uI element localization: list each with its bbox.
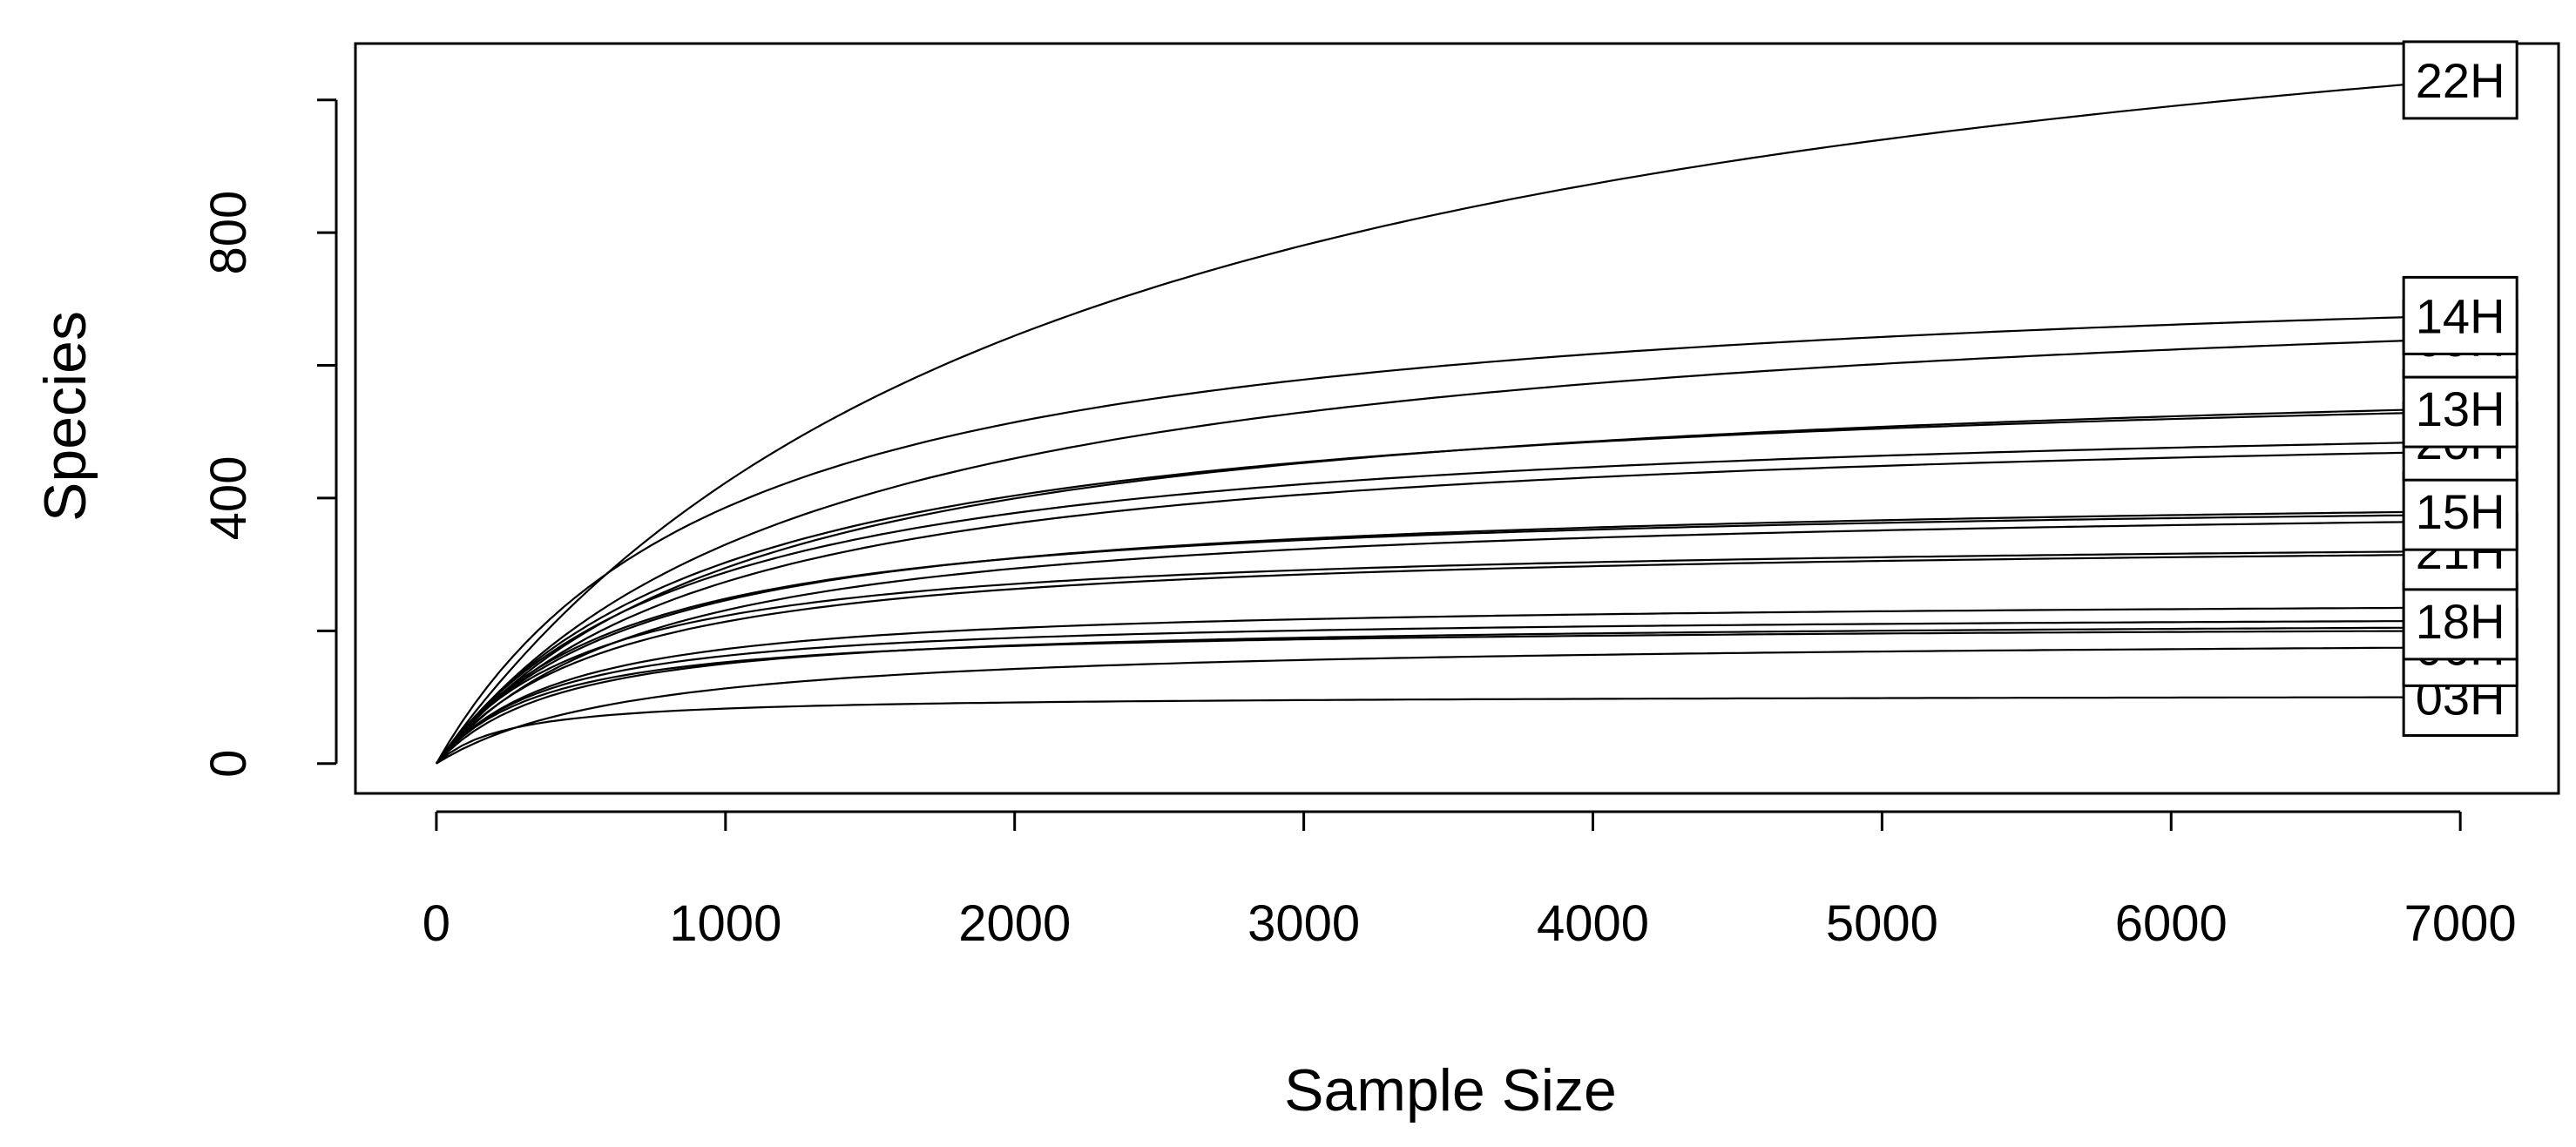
x-tick-label: 7000 <box>2404 895 2517 952</box>
curve-unlabeled <box>436 520 2461 765</box>
curves-layer <box>435 78 2461 765</box>
curve-21h <box>436 550 2461 765</box>
curve-label-13h: 13H <box>2402 368 2519 449</box>
curve-14h <box>435 314 2461 765</box>
x-tick-label: 2000 <box>958 895 1071 952</box>
curve-unlabeled <box>436 513 2461 765</box>
curve-09h <box>436 338 2461 765</box>
y-axis: 0 400 800 <box>200 98 338 778</box>
curve-03h <box>436 696 2461 765</box>
curve-22h <box>436 78 2461 765</box>
curve-13h <box>436 408 2461 765</box>
x-tick-label: 5000 <box>1826 895 1938 952</box>
x-tick-label: 4000 <box>1537 895 1649 952</box>
curve-18h <box>436 619 2461 765</box>
curve-unlabeled <box>436 626 2461 765</box>
curve-unlabeled <box>436 553 2461 765</box>
curve-label-18h: 18H <box>2402 581 2519 661</box>
y-tick-label: 800 <box>200 191 257 275</box>
x-tick-label: 0 <box>423 895 450 952</box>
curve-unlabeled <box>436 630 2461 765</box>
curve-labels-layer: 03H06H18H21H15H20H13H09H14H22H <box>2402 40 2519 738</box>
curve-label-text: 22H <box>2416 53 2505 108</box>
curve-label-box <box>2402 40 2519 120</box>
x-tick-label: 1000 <box>669 895 781 952</box>
curve-label-text: 18H <box>2416 594 2505 649</box>
x-tick-label: 3000 <box>1247 895 1360 952</box>
curve-06h <box>436 646 2461 765</box>
y-axis-title: Species <box>32 311 98 522</box>
curve-label-box <box>2402 275 2519 355</box>
y-tick-label: 400 <box>200 456 257 541</box>
x-tick-label: 6000 <box>2115 895 2228 952</box>
x-axis: 0 1000 2000 3000 4000 5000 6000 7000 <box>423 810 2517 952</box>
curve-label-box <box>2402 368 2519 449</box>
curve-label-15h: 15H <box>2402 471 2519 551</box>
curve-label-text: 13H <box>2416 381 2505 436</box>
plot-box <box>354 42 2560 795</box>
curve-20h <box>436 441 2461 765</box>
curve-label-text: 15H <box>2416 484 2505 539</box>
curve-unlabeled <box>436 606 2461 765</box>
curve-15h <box>436 510 2461 765</box>
curve-unlabeled <box>436 410 2461 765</box>
curve-label-box <box>2402 581 2519 661</box>
curve-unlabeled <box>436 450 2461 765</box>
x-axis-title: Sample Size <box>1284 1057 1617 1123</box>
y-tick-label: 0 <box>200 750 257 778</box>
curve-label-14h: 14H <box>2402 275 2519 355</box>
curve-label-box <box>2402 471 2519 551</box>
curve-label-22h: 22H <box>2402 40 2519 120</box>
curve-label-text: 14H <box>2416 288 2505 343</box>
